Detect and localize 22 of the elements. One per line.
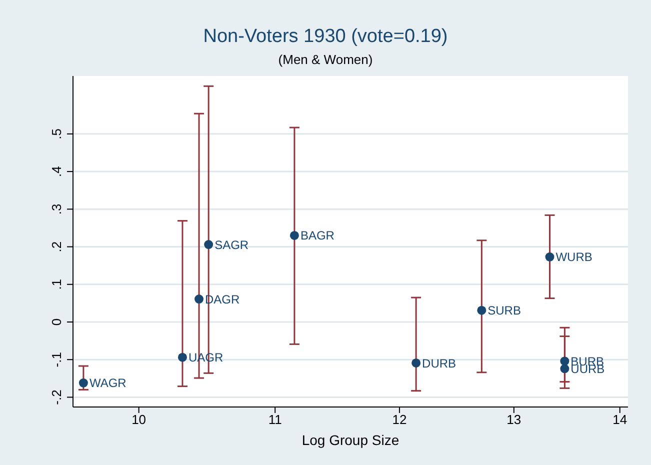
y-tick-label: .3 [49, 204, 64, 215]
annotation: SURB [488, 304, 521, 318]
x-tick-label: 11 [268, 412, 282, 428]
chart-title: Non-Voters 1930 (vote=0.19) [202, 26, 449, 48]
y-tick-label: .2 [49, 241, 64, 252]
x-tick-label: 13 [506, 412, 522, 428]
y-tick-label: 0 [49, 318, 64, 326]
annotation: DURB [422, 356, 456, 370]
annotation: SAGR [214, 238, 249, 252]
annotation: WURB [556, 250, 592, 264]
x-tick-label: 14 [612, 412, 628, 428]
y-tick-label: .5 [49, 128, 64, 140]
y-tick-label: .4 [49, 166, 64, 177]
annotation: WAGR [89, 376, 127, 390]
x-tick-label: 10 [132, 412, 146, 428]
chart-subtitle: (Men & Women) [277, 52, 374, 67]
x-tick-label: 12 [392, 412, 407, 428]
y-tick-label: -.1 [49, 352, 64, 368]
x-axis-title: Log Group Size [302, 432, 400, 448]
y-tick-label: -.2 [49, 390, 64, 405]
y-tick-label: .1 [49, 278, 64, 290]
annotation: BAGR [300, 228, 335, 243]
